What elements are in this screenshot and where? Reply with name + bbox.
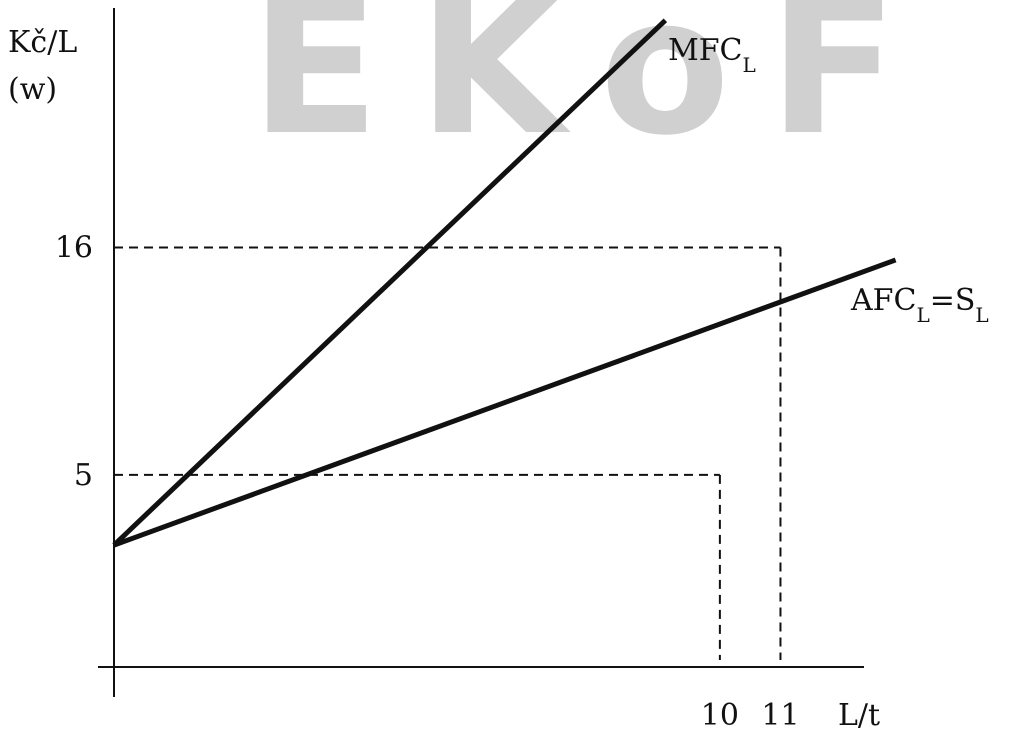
watermark-logo: EKoF xyxy=(250,0,936,177)
y-tick-label-16: 16 xyxy=(55,231,93,266)
y-axis-label-line1: Kč/L xyxy=(8,25,77,60)
reference-lines xyxy=(114,246,782,660)
series-label-mfc-name: MFC xyxy=(668,33,743,68)
series-line-afc xyxy=(113,257,897,548)
series-label-mfc: MFCL xyxy=(668,33,756,77)
series-label-afc-name: AFC xyxy=(850,283,916,318)
x-tick-label-11: 11 xyxy=(761,698,799,733)
x-axis-label: L/t xyxy=(838,698,880,733)
series-lines xyxy=(112,18,897,548)
x-tick-label-10: 10 xyxy=(701,698,739,733)
series-label-afc: AFCL=SL xyxy=(850,283,989,327)
series-line-mfc xyxy=(112,18,668,547)
axes xyxy=(98,8,864,697)
series-label-afc-suffix: =S xyxy=(930,283,976,318)
series-label-afc-subscript: L xyxy=(916,303,929,327)
y-tick-label-5: 5 xyxy=(74,458,93,493)
tick-labels: 10 11 5 16 xyxy=(55,231,800,733)
series-label-mfc-subscript: L xyxy=(743,53,756,77)
series-label-afc-suffix-subscript: L xyxy=(975,303,988,327)
y-axis-label-line2: (w) xyxy=(8,72,57,107)
